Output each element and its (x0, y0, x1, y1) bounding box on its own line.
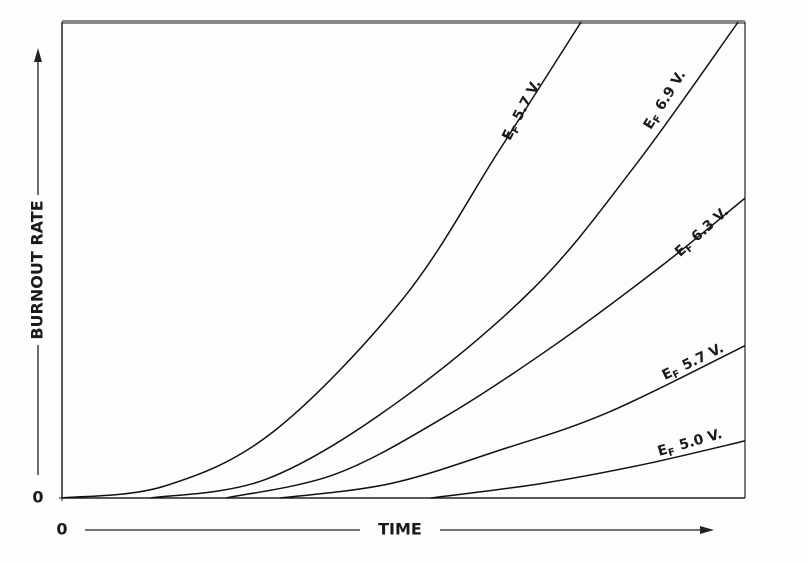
label-name: 5.7 V. (680, 340, 727, 374)
label-name: 5.7 V. (510, 77, 545, 123)
y-tick-label: 0 (32, 488, 43, 507)
curve-label: EF5.0 V. (656, 426, 725, 462)
label-name: 6.3 V. (689, 204, 732, 245)
curve-label: EF6.3 V. (672, 204, 733, 262)
label-subscript: F (667, 447, 677, 459)
label-symbol: E (656, 442, 670, 460)
label-subscript: F (671, 368, 682, 381)
curve (150, 21, 739, 499)
x-tick-label: 0 (56, 520, 67, 539)
label-subscript: F (510, 124, 523, 135)
curve (61, 21, 582, 499)
y-axis-label: BURNOUT RATE (28, 200, 47, 339)
x-axis-label: TIME (378, 520, 422, 539)
label-name: 5.0 V. (677, 426, 724, 454)
x-arrow (85, 526, 714, 534)
curve-label: EF5.7 V. (499, 77, 546, 144)
curve (430, 440, 746, 499)
label-subscript: F (652, 114, 665, 126)
y-arrow (34, 48, 42, 475)
curve-label: EF5.7 V. (660, 340, 728, 385)
label-name: 6.9 V. (652, 68, 689, 114)
curve (225, 197, 746, 499)
curve (280, 345, 746, 499)
